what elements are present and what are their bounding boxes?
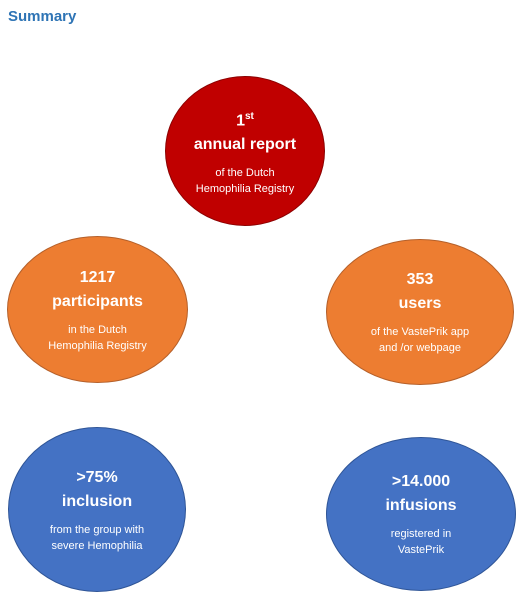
participants-line2: Hemophilia Registry [48,339,147,352]
users-headline: users [398,295,442,312]
infusions-description: registered in VastePrik [391,526,452,558]
infusions-ellipse: >14.000 infusions registered in VastePri… [326,437,516,591]
annual-report-number: 1st [236,105,254,133]
report-ordinal-suffix: st [245,110,254,122]
inclusion-line1: from the group with [49,523,145,536]
participants-description: in the Dutch Hemophilia Registry [48,322,146,354]
inclusion-line2: severe Hemophilia [51,539,143,552]
annual-report-description: of the Dutch Hemophilia Registry [196,165,294,197]
annual-report-line1: of the Dutch [215,167,275,180]
users-value: 353 [406,271,434,288]
participants-ellipse: 1217 participants in the Dutch Hemophili… [7,236,188,383]
infusions-line1: registered in [390,528,452,540]
participants-line1: in the Dutch [68,323,127,336]
users-line1: of the VastePrik app [370,326,470,338]
users-line2: and /or webpage [379,342,461,354]
page-title: Summary [8,8,77,25]
participants-value: 1217 [79,268,116,286]
annual-report-headline: annual report [193,136,297,154]
inclusion-description: from the group with severe Hemophilia [50,522,144,554]
annual-report-line2: Hemophilia Registry [195,183,295,196]
report-number: 1 [236,112,245,130]
participants-headline: participants [52,292,143,310]
users-ellipse: 353 users of the VastePrik app and /or w… [326,239,514,385]
infusions-value: >14.000 [391,473,451,490]
users-description: of the VastePrik app and /or webpage [371,324,469,356]
infusions-line2: VastePrik [397,544,445,556]
inclusion-ellipse: >75% inclusion from the group with sever… [8,427,186,592]
inclusion-headline: inclusion [61,492,133,510]
inclusion-value: >75% [76,468,118,486]
annual-report-ellipse: 1st annual report of the Dutch Hemophili… [165,76,325,226]
infusions-headline: infusions [385,497,457,514]
